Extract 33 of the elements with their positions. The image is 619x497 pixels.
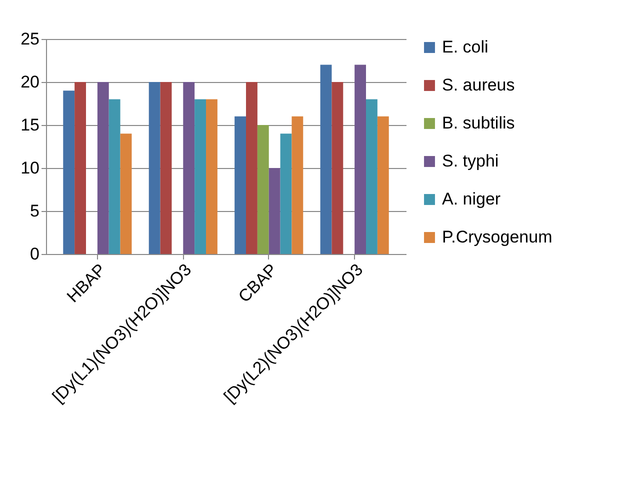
bar (246, 82, 258, 254)
bar (120, 134, 132, 254)
bar (320, 64, 332, 254)
bar (377, 116, 389, 254)
bar (332, 82, 344, 254)
bar (292, 116, 304, 254)
bar (234, 116, 246, 254)
y-tick-label: 10 (20, 158, 40, 178)
bar (74, 82, 86, 254)
legend-label: B. subtilis (442, 114, 515, 132)
y-tick-label: 5 (30, 202, 40, 220)
legend-label: E. coli (442, 38, 488, 56)
bar (366, 99, 378, 254)
y-tick-label: 20 (20, 72, 40, 92)
bar (194, 99, 206, 254)
bar (280, 134, 292, 254)
y-tick-label: 0 (30, 244, 40, 264)
y-tick-label: 15 (20, 116, 40, 134)
bar (160, 82, 172, 254)
bar (97, 82, 109, 254)
bar (206, 99, 218, 254)
bar (268, 168, 280, 254)
bar (257, 125, 269, 254)
bar (63, 90, 75, 254)
bar (354, 64, 366, 254)
bar (148, 82, 160, 254)
bar (108, 99, 120, 254)
legend-label: A. niger (442, 190, 501, 208)
legend-label: S. typhi (442, 152, 499, 170)
bar (183, 82, 195, 254)
legend-label: S. aureus (442, 76, 515, 94)
y-tick-label: 25 (20, 30, 40, 48)
legend-label: P.Crysogenum (442, 228, 552, 246)
